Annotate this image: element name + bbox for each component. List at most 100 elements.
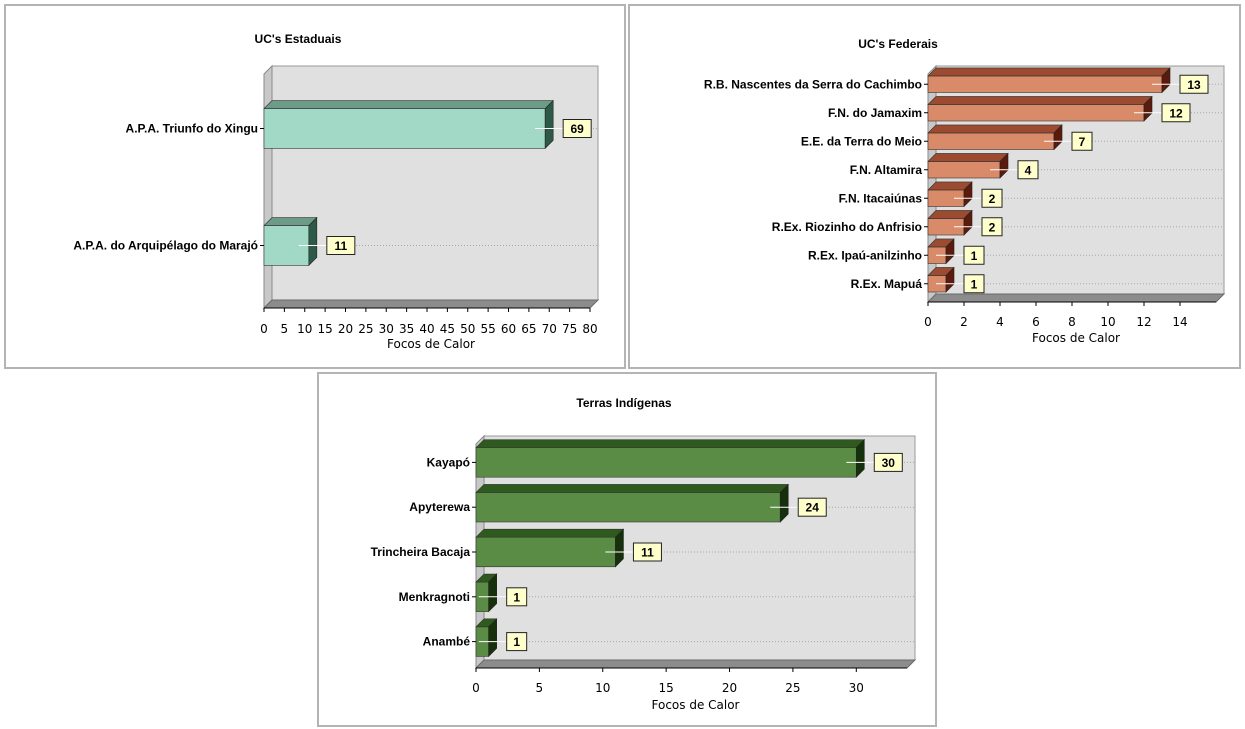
data-label-box [632,542,662,562]
x-tick-label: 35 [399,322,414,336]
x-tick-label: 5 [536,681,544,695]
x-axis-title: Focos de Calor [652,698,740,712]
x-tick-label: 0 [924,315,932,329]
data-label: 11 [641,546,654,560]
data-label-box [981,188,1003,208]
bar-top [263,100,554,109]
chart-uc-federais: UC's Federais 13 R.B. Nascentes da Serra d… [704,37,1226,345]
x-tick-label: 6 [1032,315,1040,329]
chart-panel-uc-federais: UC's Federais 13 R.B. Nascentes da Serra d… [628,4,1241,369]
bar-top [475,528,625,538]
data-label: 2 [989,220,996,234]
x-tick-label: 4 [996,315,1004,329]
x-tick-label: 14 [1172,315,1187,329]
data-label-box [1017,160,1039,180]
bar-side [779,483,789,523]
x-tick-label: 70 [542,322,557,336]
data-label: 7 [1079,135,1086,149]
category-label: R.B. Nascentes da Serra do Cachimbo [704,77,922,91]
bar [475,536,616,568]
x-tick-label: 20 [722,681,737,695]
x-tick-label: 30 [379,322,394,336]
bar-side [544,99,554,150]
chart-title: UC's Federais [858,37,938,51]
chart-title: UC's Estaduais [255,32,342,46]
category-label: F.N. Itacaiúnas [839,191,923,205]
category-label: R.Ex. Ipaú-anilzinho [808,248,922,262]
data-label: 11 [334,239,347,253]
x-tick-label: 10 [595,681,610,695]
x-tick-label: 50 [460,322,475,336]
x-tick-label: 60 [501,322,516,336]
chart-terras-indigenas: Terras Indígenas30Kayapó24Apyterewa11Tri… [371,396,917,712]
x-tick-label: 65 [521,322,536,336]
bar-top [475,484,789,493]
x-tick-label: 10 [297,322,312,336]
chart-title: Terras Indígenas [576,396,671,410]
x-tick-label: 15 [659,681,674,695]
category-label: Menkragnoti [399,590,470,604]
bar [475,492,781,523]
data-label: 1 [971,249,978,263]
category-label: Apyterewa [409,500,470,514]
data-label: 1 [513,635,520,649]
category-label: R.Ex. Riozinho do Anfrisio [772,220,922,234]
bar-top [475,439,866,448]
plot-floor [926,293,1226,303]
bar [927,161,1001,179]
x-tick-label: 45 [440,322,455,336]
bar-top [927,67,1171,77]
plot-floor [262,299,600,309]
x-tick-label: 2 [960,315,968,329]
data-label: 30 [882,456,896,470]
x-tick-label: 8 [1068,315,1076,329]
data-label-box [981,217,1003,237]
x-axis-title: Focos de Calor [1032,331,1120,345]
data-label-box [1071,131,1093,151]
data-label: 2 [989,192,996,206]
data-label-box [326,236,356,255]
data-label-box [506,587,528,607]
category-label: F.N. do Jamaxim [828,106,922,120]
category-label: R.Ex. Mapuá [851,277,923,291]
category-label: Kayapó [427,455,470,469]
data-label: 13 [1187,78,1201,92]
data-label-box [506,632,528,652]
category-label: F.N. Altamira [850,163,923,177]
x-tick-label: 12 [1136,315,1151,329]
bar-top [927,96,1153,105]
data-label: 69 [570,122,584,136]
x-axis-title: Focos de Calor [387,337,475,351]
x-tick-label: 30 [849,681,864,695]
data-label: 1 [513,590,520,604]
x-tick-label: 5 [281,322,289,336]
category-label: E.E. da Terra do Meio [801,134,922,148]
bar [927,132,1055,150]
category-label: A.P.A. do Arquipélago do Marajó [73,239,258,253]
x-tick-label: 10 [1100,315,1115,329]
bar-side [855,438,865,478]
bar [927,75,1163,93]
data-label: 4 [1025,163,1032,177]
bar [263,108,546,149]
bar-top [263,217,318,226]
category-label: A.P.A. Triunfo do Xingu [126,122,258,136]
data-label: 24 [806,501,820,515]
data-label-box [1179,74,1209,94]
bar-top [927,153,1009,162]
x-tick-label: 55 [480,322,495,336]
plot-floor [474,659,917,669]
data-label-box [873,452,903,472]
data-label: 12 [1169,106,1183,120]
chart-panel-uc-estaduais: UC's Estaduais 69 A.P.A. Triunfo do Xingu 1… [4,4,626,369]
bar-side [488,573,497,613]
bar [475,447,857,478]
bar-side [308,216,318,267]
bar-side [615,528,624,568]
x-tick-label: 25 [785,681,800,695]
data-label-box [963,274,985,294]
x-tick-label: 80 [582,322,597,336]
bar-top [927,124,1063,134]
x-tick-label: 40 [419,322,434,336]
chart-uc-estaduais: UC's Estaduais 69 A.P.A. Triunfo do Xingu 1… [73,32,600,351]
